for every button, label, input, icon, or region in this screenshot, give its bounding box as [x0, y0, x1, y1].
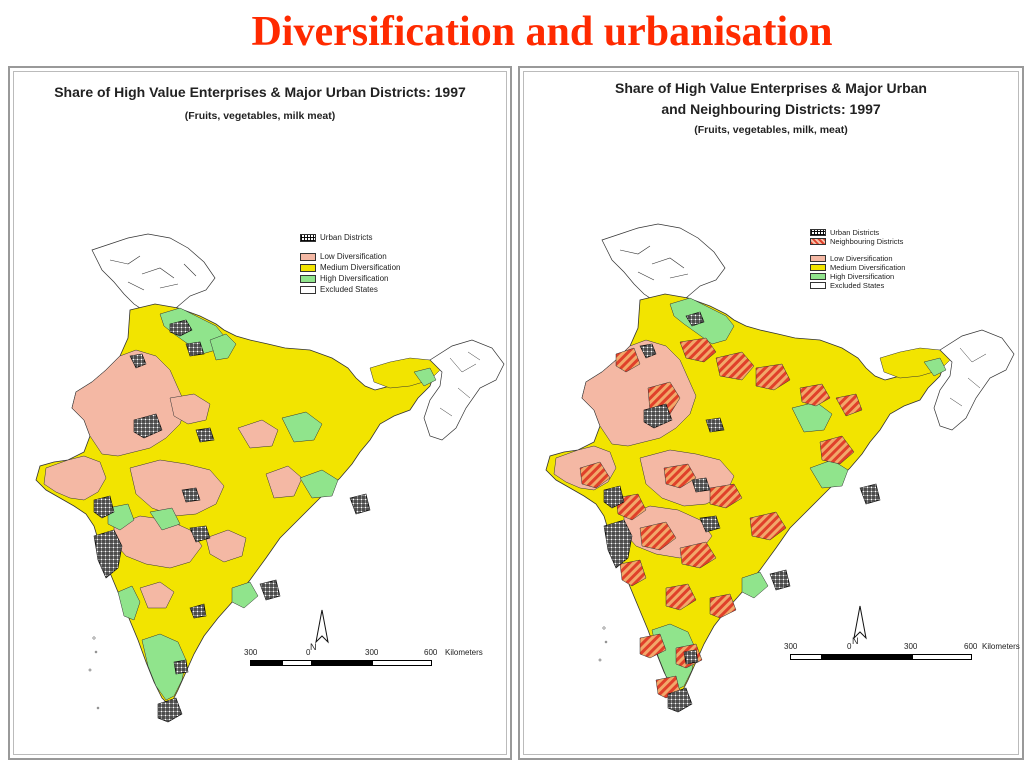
- low-swatch: [300, 252, 316, 261]
- north-label: N: [310, 642, 317, 652]
- legend-label: Low Diversification: [830, 254, 893, 263]
- left-scale-bar: 300 0 300 600 Kilometers: [240, 648, 500, 670]
- legend-label: Low Diversification: [320, 252, 387, 261]
- left-india-map: [35, 233, 505, 723]
- legend-item-high: High Diversification: [810, 272, 905, 281]
- urban-swatch: [810, 229, 826, 236]
- scale-tick: 300: [365, 648, 379, 657]
- neighbour-district: [615, 347, 641, 373]
- medium-swatch: [300, 263, 316, 272]
- right-india-map: [545, 223, 1015, 713]
- slide-title: Diversification and urbanisation: [251, 9, 833, 55]
- scale-tick: 300: [784, 642, 798, 651]
- scale-tick: 300: [244, 648, 258, 657]
- excluded-northeast: [423, 339, 505, 441]
- high-south: [141, 633, 187, 701]
- high-swatch: [300, 274, 316, 283]
- neighbour-swatch: [810, 238, 826, 245]
- right-map-panel: Share of High Value Enterprises & Major …: [518, 66, 1024, 760]
- legend-item-high: High Diversification: [300, 273, 400, 284]
- legend-item-neighbour: Neighbouring Districts: [810, 237, 905, 246]
- right-scale-bar: 300 0 300 600 Kilometers: [782, 642, 1020, 664]
- low-swatch: [810, 255, 826, 262]
- medium-swatch: [810, 264, 826, 271]
- legend-item-urban: Urban Districts: [300, 232, 400, 243]
- urban-district: [129, 353, 147, 369]
- legend-item-excluded: Excluded States: [810, 281, 905, 290]
- right-map-subtitle: (Fruits, vegetables, milk, meat): [694, 124, 848, 136]
- excluded-swatch: [810, 282, 826, 289]
- legend-label: Excluded States: [320, 285, 378, 294]
- scale-unit: Kilometers: [445, 648, 483, 657]
- right-legend: Urban Districts Neighbouring Districts L…: [810, 228, 905, 290]
- left-map-subtitle: (Fruits, vegetables, milk meat): [184, 110, 336, 122]
- right-map-title-line1: Share of High Value Enterprises & Major …: [615, 80, 927, 96]
- legend-item-low: Low Diversification: [300, 251, 400, 262]
- scale-tick: 600: [424, 648, 438, 657]
- legend-label: Neighbouring Districts: [830, 237, 904, 246]
- high-swatch: [810, 273, 826, 280]
- legend-label: High Diversification: [320, 274, 389, 283]
- scale-unit: Kilometers: [982, 642, 1020, 651]
- north-label: N: [852, 636, 859, 646]
- legend-item-urban: Urban Districts: [810, 228, 905, 237]
- scale-tick: 0: [306, 648, 311, 657]
- left-legend: Urban Districts Low Diversification Medi…: [300, 232, 400, 295]
- excluded-swatch: [300, 285, 316, 294]
- left-map-panel: Share of High Value Enterprises & Major …: [8, 66, 512, 760]
- north-arrow-icon: [853, 605, 867, 640]
- left-map-title: Share of High Value Enterprises & Major …: [54, 84, 466, 100]
- legend-item-medium: Medium Diversification: [810, 263, 905, 272]
- legend-item-excluded: Excluded States: [300, 284, 400, 295]
- legend-label: Excluded States: [830, 281, 885, 290]
- legend-label: High Diversification: [830, 272, 895, 281]
- excluded-jk-region: [91, 233, 216, 315]
- low-central: [129, 459, 225, 517]
- urban-swatch: [300, 233, 316, 242]
- legend-label: Urban Districts: [830, 228, 880, 237]
- legend-label: Urban Districts: [320, 233, 373, 242]
- scale-tick: 600: [964, 642, 978, 651]
- excluded-jk-region-right: [601, 223, 726, 305]
- legend-label: Medium Diversification: [830, 263, 906, 272]
- north-arrow-icon: [315, 609, 329, 644]
- legend-item-low: Low Diversification: [810, 254, 905, 263]
- right-map-title: Share of High Value Enterprises & Major …: [520, 78, 1022, 120]
- scale-tick: 0: [847, 642, 852, 651]
- legend-item-medium: Medium Diversification: [300, 262, 400, 273]
- excluded-northeast-right: [933, 329, 1015, 431]
- right-map-title-line2: and Neighbouring Districts: 1997: [661, 101, 881, 117]
- legend-label: Medium Diversification: [320, 263, 401, 272]
- scale-tick: 300: [904, 642, 918, 651]
